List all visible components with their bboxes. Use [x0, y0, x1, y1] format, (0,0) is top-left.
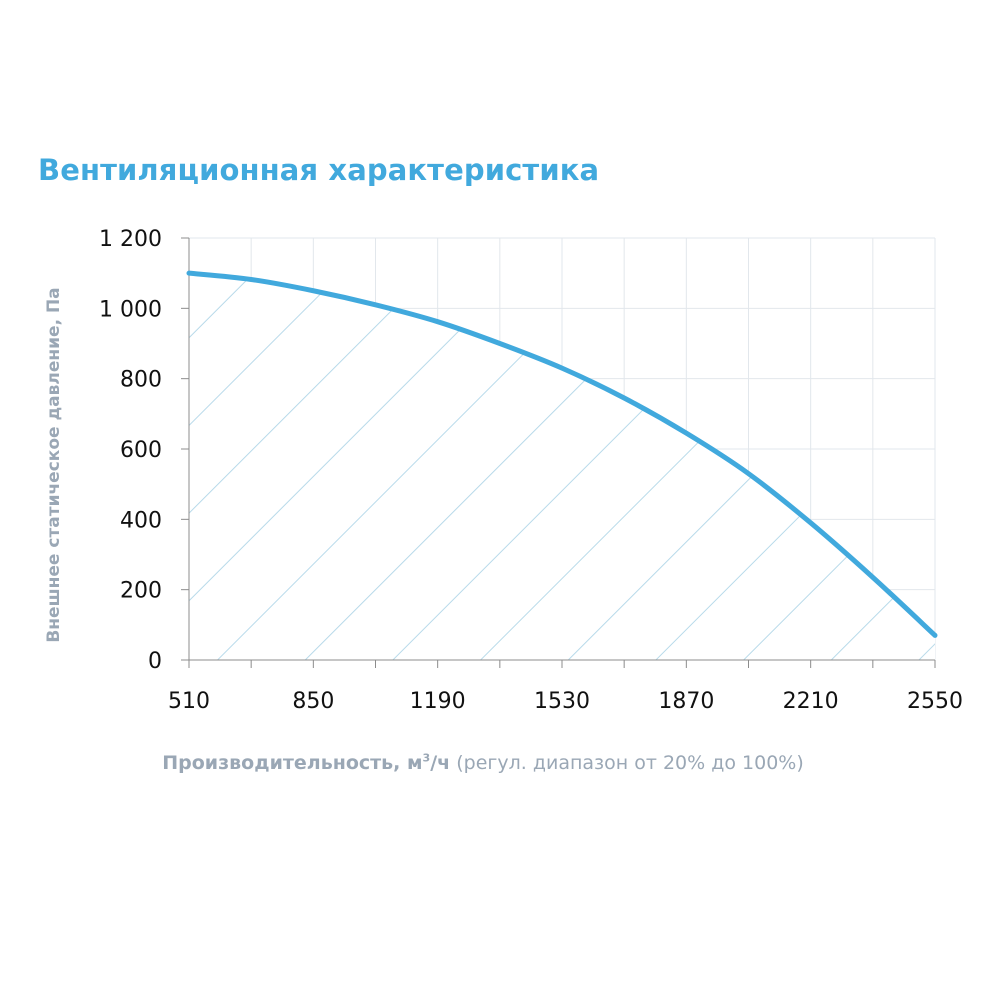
x-axis-label-superscript: 3: [422, 751, 431, 765]
x-tick-label: 850: [292, 689, 334, 714]
x-tick-label: 1190: [410, 689, 466, 714]
y-tick-label: 800: [120, 368, 162, 393]
y-axis-label: Внешнее статическое давление, Па: [44, 287, 64, 643]
chart-title: Вентиляционная характеристика: [38, 153, 600, 187]
x-axis-label-note: (регул. диапазон от 20% до 100%): [450, 752, 804, 774]
x-tick-label: 1870: [658, 689, 714, 714]
performance-curve: [186, 270, 938, 638]
x-tick-label: 510: [168, 689, 210, 714]
x-tick-label: 2210: [783, 689, 839, 714]
y-tick-label: 1 000: [99, 297, 162, 322]
y-tick-label: 1 200: [99, 227, 162, 252]
x-axis-label-main: Производительность, м: [162, 752, 423, 774]
y-tick-label: 600: [120, 438, 162, 463]
x-axis-label: Производительность, м3/ч (регул. диапазо…: [0, 752, 966, 774]
x-tick-labels: 510 850 1190 1530 1870 2210 2550: [168, 689, 963, 714]
axes: [181, 237, 936, 668]
x-tick-label: 1530: [534, 689, 590, 714]
operating-range-fill: [189, 273, 935, 660]
y-tick-label: 200: [120, 579, 162, 604]
y-tick-label: 0: [148, 649, 162, 674]
x-axis-label-unit: /ч: [430, 752, 451, 774]
y-tick-label: 400: [120, 508, 162, 533]
curve-area: [189, 273, 935, 660]
x-tick-label: 2550: [907, 689, 963, 714]
y-tick-labels: 0 200 400 600 800 1 000 1 200: [99, 227, 162, 674]
curve-layer: [186, 270, 938, 638]
